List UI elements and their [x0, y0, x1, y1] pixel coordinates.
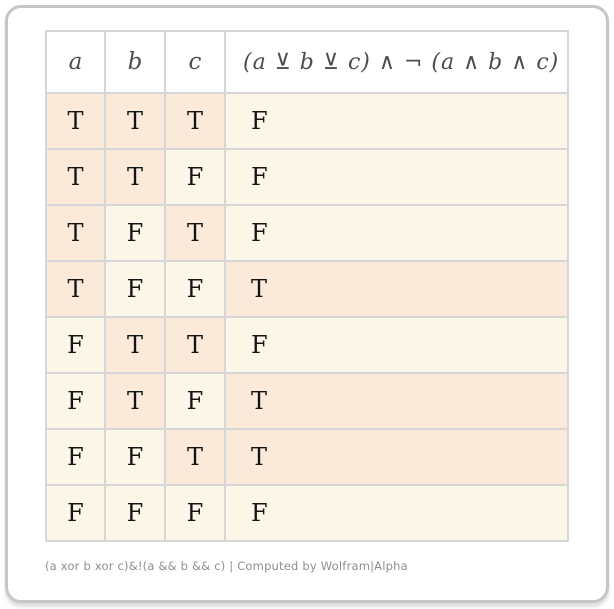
result-cell: T [224, 260, 569, 318]
table-row: F F T T [45, 428, 569, 486]
table-row: T F T F [45, 204, 569, 262]
truth-cell-b: F [104, 204, 166, 262]
result-cell: F [224, 92, 569, 150]
truth-cell-a: F [45, 484, 106, 542]
table-row: F F F F [45, 484, 569, 542]
header-row: a b c (a ⊻ b ⊻ c) ∧ ¬ (a ∧ b ∧ c) [45, 30, 569, 94]
truth-cell-a: F [45, 428, 106, 486]
result-cell: F [224, 204, 569, 262]
truth-cell-b: F [104, 484, 166, 542]
truth-cell-c: F [164, 260, 226, 318]
truth-cell-b: T [104, 92, 166, 150]
truth-cell-b: T [104, 148, 166, 206]
truth-cell-b: T [104, 316, 166, 374]
wolfram-result-card: a b c (a ⊻ b ⊻ c) ∧ ¬ (a ∧ b ∧ c) T T T … [5, 5, 609, 603]
result-cell: F [224, 316, 569, 374]
table-row: F T F T [45, 372, 569, 430]
truth-cell-b: F [104, 260, 166, 318]
table-row: T F F T [45, 260, 569, 318]
truth-cell-a: F [45, 316, 106, 374]
table-row: T T F F [45, 148, 569, 206]
column-header-b: b [104, 30, 166, 94]
column-header-c: c [164, 30, 226, 94]
truth-cell-b: F [104, 428, 166, 486]
result-cell: T [224, 372, 569, 430]
truth-cell-c: T [164, 92, 226, 150]
truth-table: a b c (a ⊻ b ⊻ c) ∧ ¬ (a ∧ b ∧ c) T T T … [45, 30, 569, 542]
truth-cell-a: T [45, 92, 106, 150]
result-cell: F [224, 148, 569, 206]
column-header-expression: (a ⊻ b ⊻ c) ∧ ¬ (a ∧ b ∧ c) [224, 30, 569, 94]
attribution-text: (a xor b xor c)&!(a && b && c) | Compute… [45, 559, 408, 573]
truth-cell-a: T [45, 148, 106, 206]
truth-cell-a: T [45, 260, 106, 318]
truth-cell-c: T [164, 428, 226, 486]
truth-cell-c: T [164, 316, 226, 374]
table-row: F T T F [45, 316, 569, 374]
truth-cell-b: T [104, 372, 166, 430]
column-header-a: a [45, 30, 106, 94]
truth-cell-c: F [164, 148, 226, 206]
truth-cell-c: T [164, 204, 226, 262]
result-cell: T [224, 428, 569, 486]
truth-cell-a: F [45, 372, 106, 430]
truth-cell-a: T [45, 204, 106, 262]
table-row: T T T F [45, 92, 569, 150]
result-cell: F [224, 484, 569, 542]
truth-cell-c: F [164, 372, 226, 430]
truth-cell-c: F [164, 484, 226, 542]
